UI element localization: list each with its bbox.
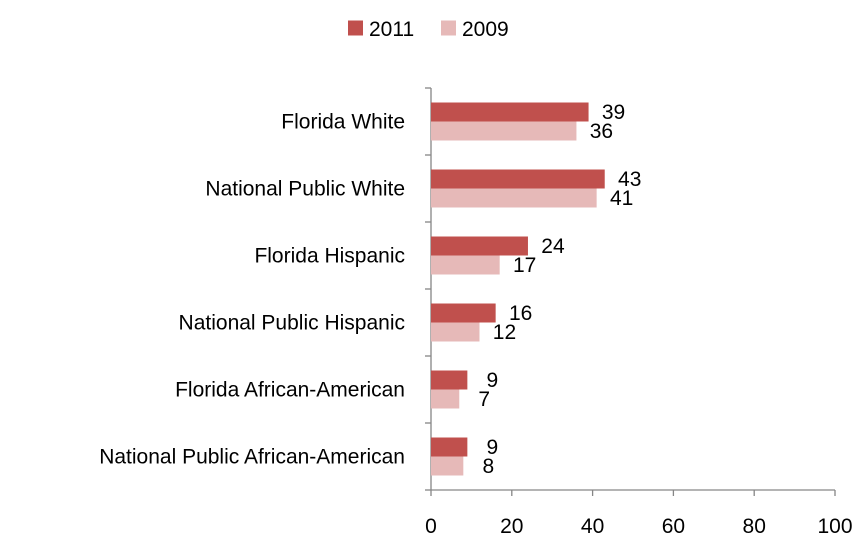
bar-2009-4 [431, 389, 460, 409]
category-label-4: Florida African-American [175, 379, 405, 402]
category-label-3: National Public Hispanic [179, 312, 405, 335]
category-label-1: National Public White [205, 178, 405, 201]
bar-2011-3 [431, 303, 496, 323]
data-label-2009-0: 36 [590, 120, 613, 143]
category-label-2: Florida Hispanic [254, 245, 405, 268]
data-label-2011-3: 16 [509, 302, 532, 325]
x-tick-label: 20 [500, 515, 523, 538]
legend-swatch-2009 [441, 20, 456, 36]
x-tick-label: 60 [662, 515, 685, 538]
data-label-2009-2: 17 [513, 254, 536, 277]
data-label-2011-2: 24 [541, 235, 565, 258]
data-label-2009-5: 8 [482, 455, 494, 478]
bar-2011-2 [431, 236, 528, 256]
category-label-0: Florida White [281, 111, 405, 134]
legend-swatch-2011 [348, 20, 363, 36]
category-label-5: National Public African-American [99, 446, 405, 469]
bar-2011-4 [431, 370, 468, 390]
bar-2009-2 [431, 255, 500, 275]
bar-2009-1 [431, 188, 597, 208]
data-label-2011-1: 43 [618, 168, 641, 191]
data-label-2009-1: 41 [610, 187, 633, 210]
legend-label-2009: 2009 [462, 18, 509, 41]
x-tick-label: 80 [743, 515, 766, 538]
bar-2011-1 [431, 169, 605, 189]
data-label-2011-4: 9 [487, 369, 499, 392]
data-label-2009-3: 12 [493, 321, 516, 344]
bar-2009-5 [431, 456, 464, 476]
legend: 2011 2009 [348, 18, 509, 41]
x-tick-label: 100 [817, 515, 852, 538]
data-label-2011-0: 39 [602, 101, 625, 124]
bars [431, 102, 605, 476]
data-label-2009-4: 7 [478, 388, 490, 411]
data-label-2011-5: 9 [487, 436, 499, 459]
x-tick-label: 0 [425, 515, 437, 538]
x-tick-label: 40 [581, 515, 604, 538]
legend-label-2011: 2011 [369, 18, 414, 41]
axes: 0 20 40 60 80 100 [425, 87, 853, 538]
bar-2011-0 [431, 102, 589, 122]
bar-2009-0 [431, 121, 577, 141]
bar-2011-5 [431, 437, 468, 457]
bar-2009-3 [431, 322, 480, 342]
